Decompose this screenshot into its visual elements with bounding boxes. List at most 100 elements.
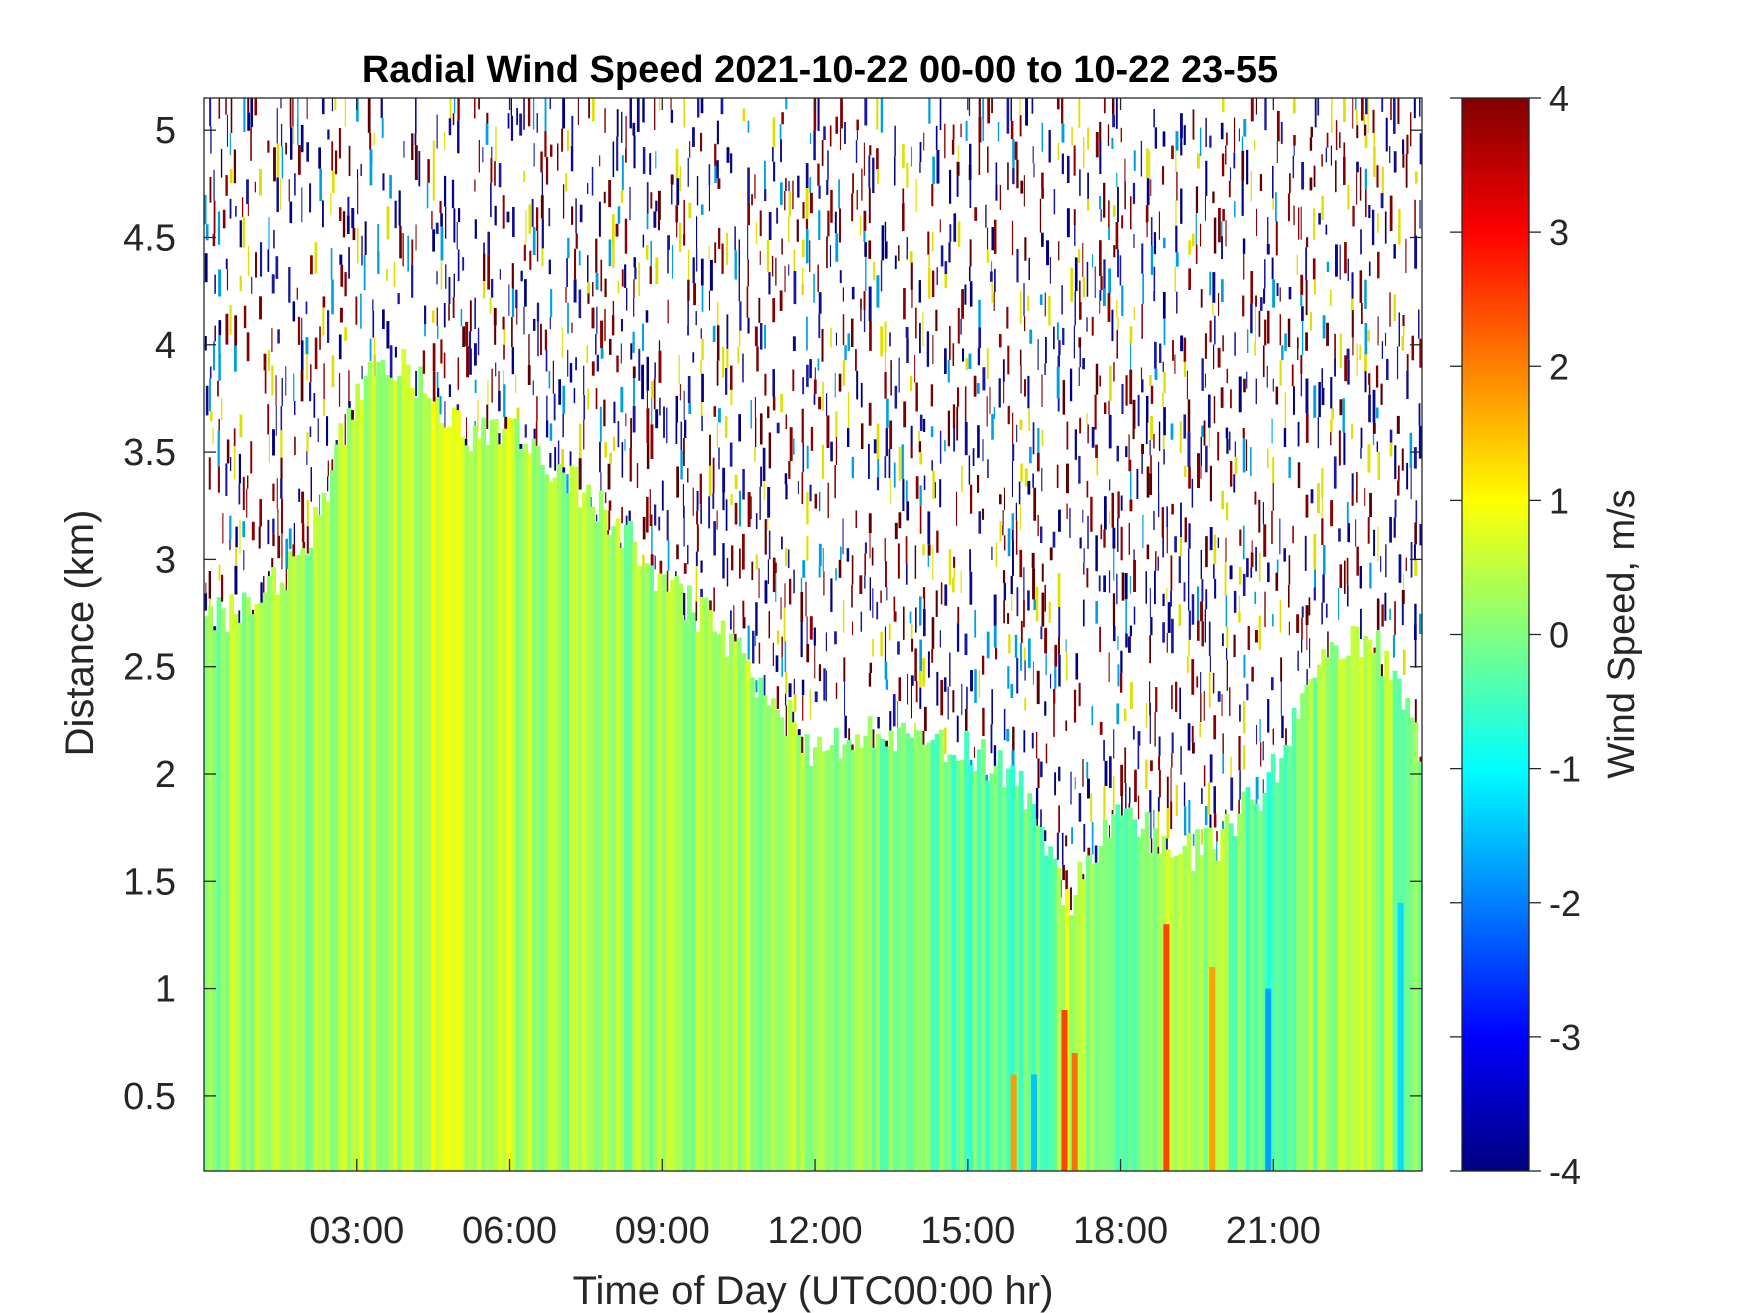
noise-cell: [453, 273, 455, 297]
noise-cell: [1222, 633, 1224, 647]
noise-cell: [1037, 758, 1040, 788]
noise-cell: [646, 356, 649, 391]
noise-cell: [708, 164, 711, 186]
noise-cell: [1225, 595, 1228, 627]
heatmap-column: [1388, 679, 1394, 1171]
noise-cell: [827, 482, 829, 519]
noise-cell: [616, 109, 619, 137]
noise-cell: [334, 98, 337, 111]
noise-cell: [1137, 731, 1141, 746]
noise-cell: [1019, 115, 1022, 137]
heatmap-column: [712, 631, 717, 1171]
heatmap-column: [1136, 836, 1142, 1171]
noise-cell: [914, 722, 916, 730]
noise-cell: [889, 395, 892, 421]
noise-cell: [226, 439, 230, 464]
noise-cell: [533, 428, 536, 439]
noise-cell: [834, 211, 837, 234]
heatmap-column: [1258, 810, 1263, 1171]
noise-cell: [868, 187, 871, 224]
x-tick-label: 18:00: [1073, 1210, 1168, 1252]
noise-cell: [868, 155, 871, 188]
noise-cell: [868, 286, 872, 321]
noise-cell: [1364, 371, 1367, 393]
heatmap-column: [947, 754, 953, 1171]
noise-cell: [1195, 244, 1198, 264]
noise-cell: [642, 234, 645, 248]
noise-cell: [781, 536, 783, 550]
noise-cell: [1287, 413, 1290, 444]
noise-cell: [1108, 570, 1111, 593]
noise-cell: [1079, 280, 1081, 303]
noise-cell: [655, 257, 659, 284]
heatmap-column: [905, 733, 911, 1171]
noise-cell: [254, 181, 256, 193]
noise-cell: [1322, 315, 1326, 339]
noise-cell: [809, 616, 813, 640]
noise-cell: [474, 219, 477, 239]
noise-cell: [1188, 268, 1191, 290]
noise-cell: [1233, 117, 1236, 153]
noise-cell: [1019, 419, 1023, 431]
heatmap-column: [1002, 787, 1007, 1171]
noise-cell: [352, 227, 356, 241]
noise-cell: [838, 373, 842, 392]
noise-cell: [860, 298, 862, 310]
noise-cell: [503, 329, 506, 345]
noise-cell: [587, 282, 591, 294]
noise-cell: [1141, 304, 1143, 339]
heatmap-column: [313, 507, 318, 1171]
noise-cell: [818, 543, 822, 567]
noise-cell: [651, 398, 653, 425]
noise-cell: [987, 146, 989, 173]
noise-cell: [784, 292, 786, 318]
noise-cell: [490, 279, 494, 298]
noise-cell: [1149, 439, 1151, 456]
noise-cell: [1368, 373, 1371, 385]
noise-cell: [780, 182, 783, 206]
noise-cell: [809, 689, 811, 720]
noise-cell: [999, 210, 1002, 223]
noise-cell: [1078, 455, 1081, 484]
noise-cell: [763, 201, 766, 236]
noise-cell: [730, 493, 733, 505]
noise-cell: [1041, 468, 1043, 492]
noise-cell: [746, 286, 749, 318]
noise-cell: [1226, 626, 1229, 649]
noise-cell: [1226, 368, 1229, 384]
noise-cell: [1360, 427, 1363, 448]
noise-cell: [986, 631, 990, 659]
noise-cell: [1180, 746, 1182, 775]
noise-cell: [776, 422, 780, 434]
noise-cell: [301, 491, 305, 524]
noise-cell: [1079, 417, 1082, 434]
noise-cell: [1078, 337, 1082, 348]
noise-cell: [1410, 112, 1412, 147]
x-axis-ticks: 03:00 06:00 09:00 12:00 15:00 18:00 21:00: [309, 98, 1321, 1252]
noise-cell: [1188, 548, 1190, 577]
noise-cell: [839, 283, 841, 297]
noise-cell: [1048, 130, 1051, 163]
noise-cell: [512, 206, 515, 238]
noise-cell: [1259, 174, 1263, 191]
noise-cell: [922, 587, 926, 599]
noise-cell: [1149, 715, 1151, 744]
noise-cell: [1263, 524, 1267, 557]
noise-cell: [1153, 266, 1156, 291]
noise-cell: [490, 217, 492, 252]
noise-cell: [680, 450, 683, 480]
noise-cell: [276, 177, 279, 213]
noise-cell: [1116, 172, 1118, 187]
noise-cell: [1187, 723, 1191, 751]
noise-cell: [1338, 528, 1341, 542]
noise-cell: [675, 205, 679, 223]
noise-cell: [806, 616, 808, 644]
noise-cell: [1212, 302, 1214, 316]
noise-cell: [734, 633, 737, 642]
noise-cell: [1309, 638, 1311, 668]
heatmap-column: [1039, 827, 1045, 1171]
noise-cell: [911, 289, 913, 308]
noise-cell: [822, 381, 824, 411]
noise-cell: [477, 327, 480, 356]
noise-cell: [1241, 180, 1244, 216]
